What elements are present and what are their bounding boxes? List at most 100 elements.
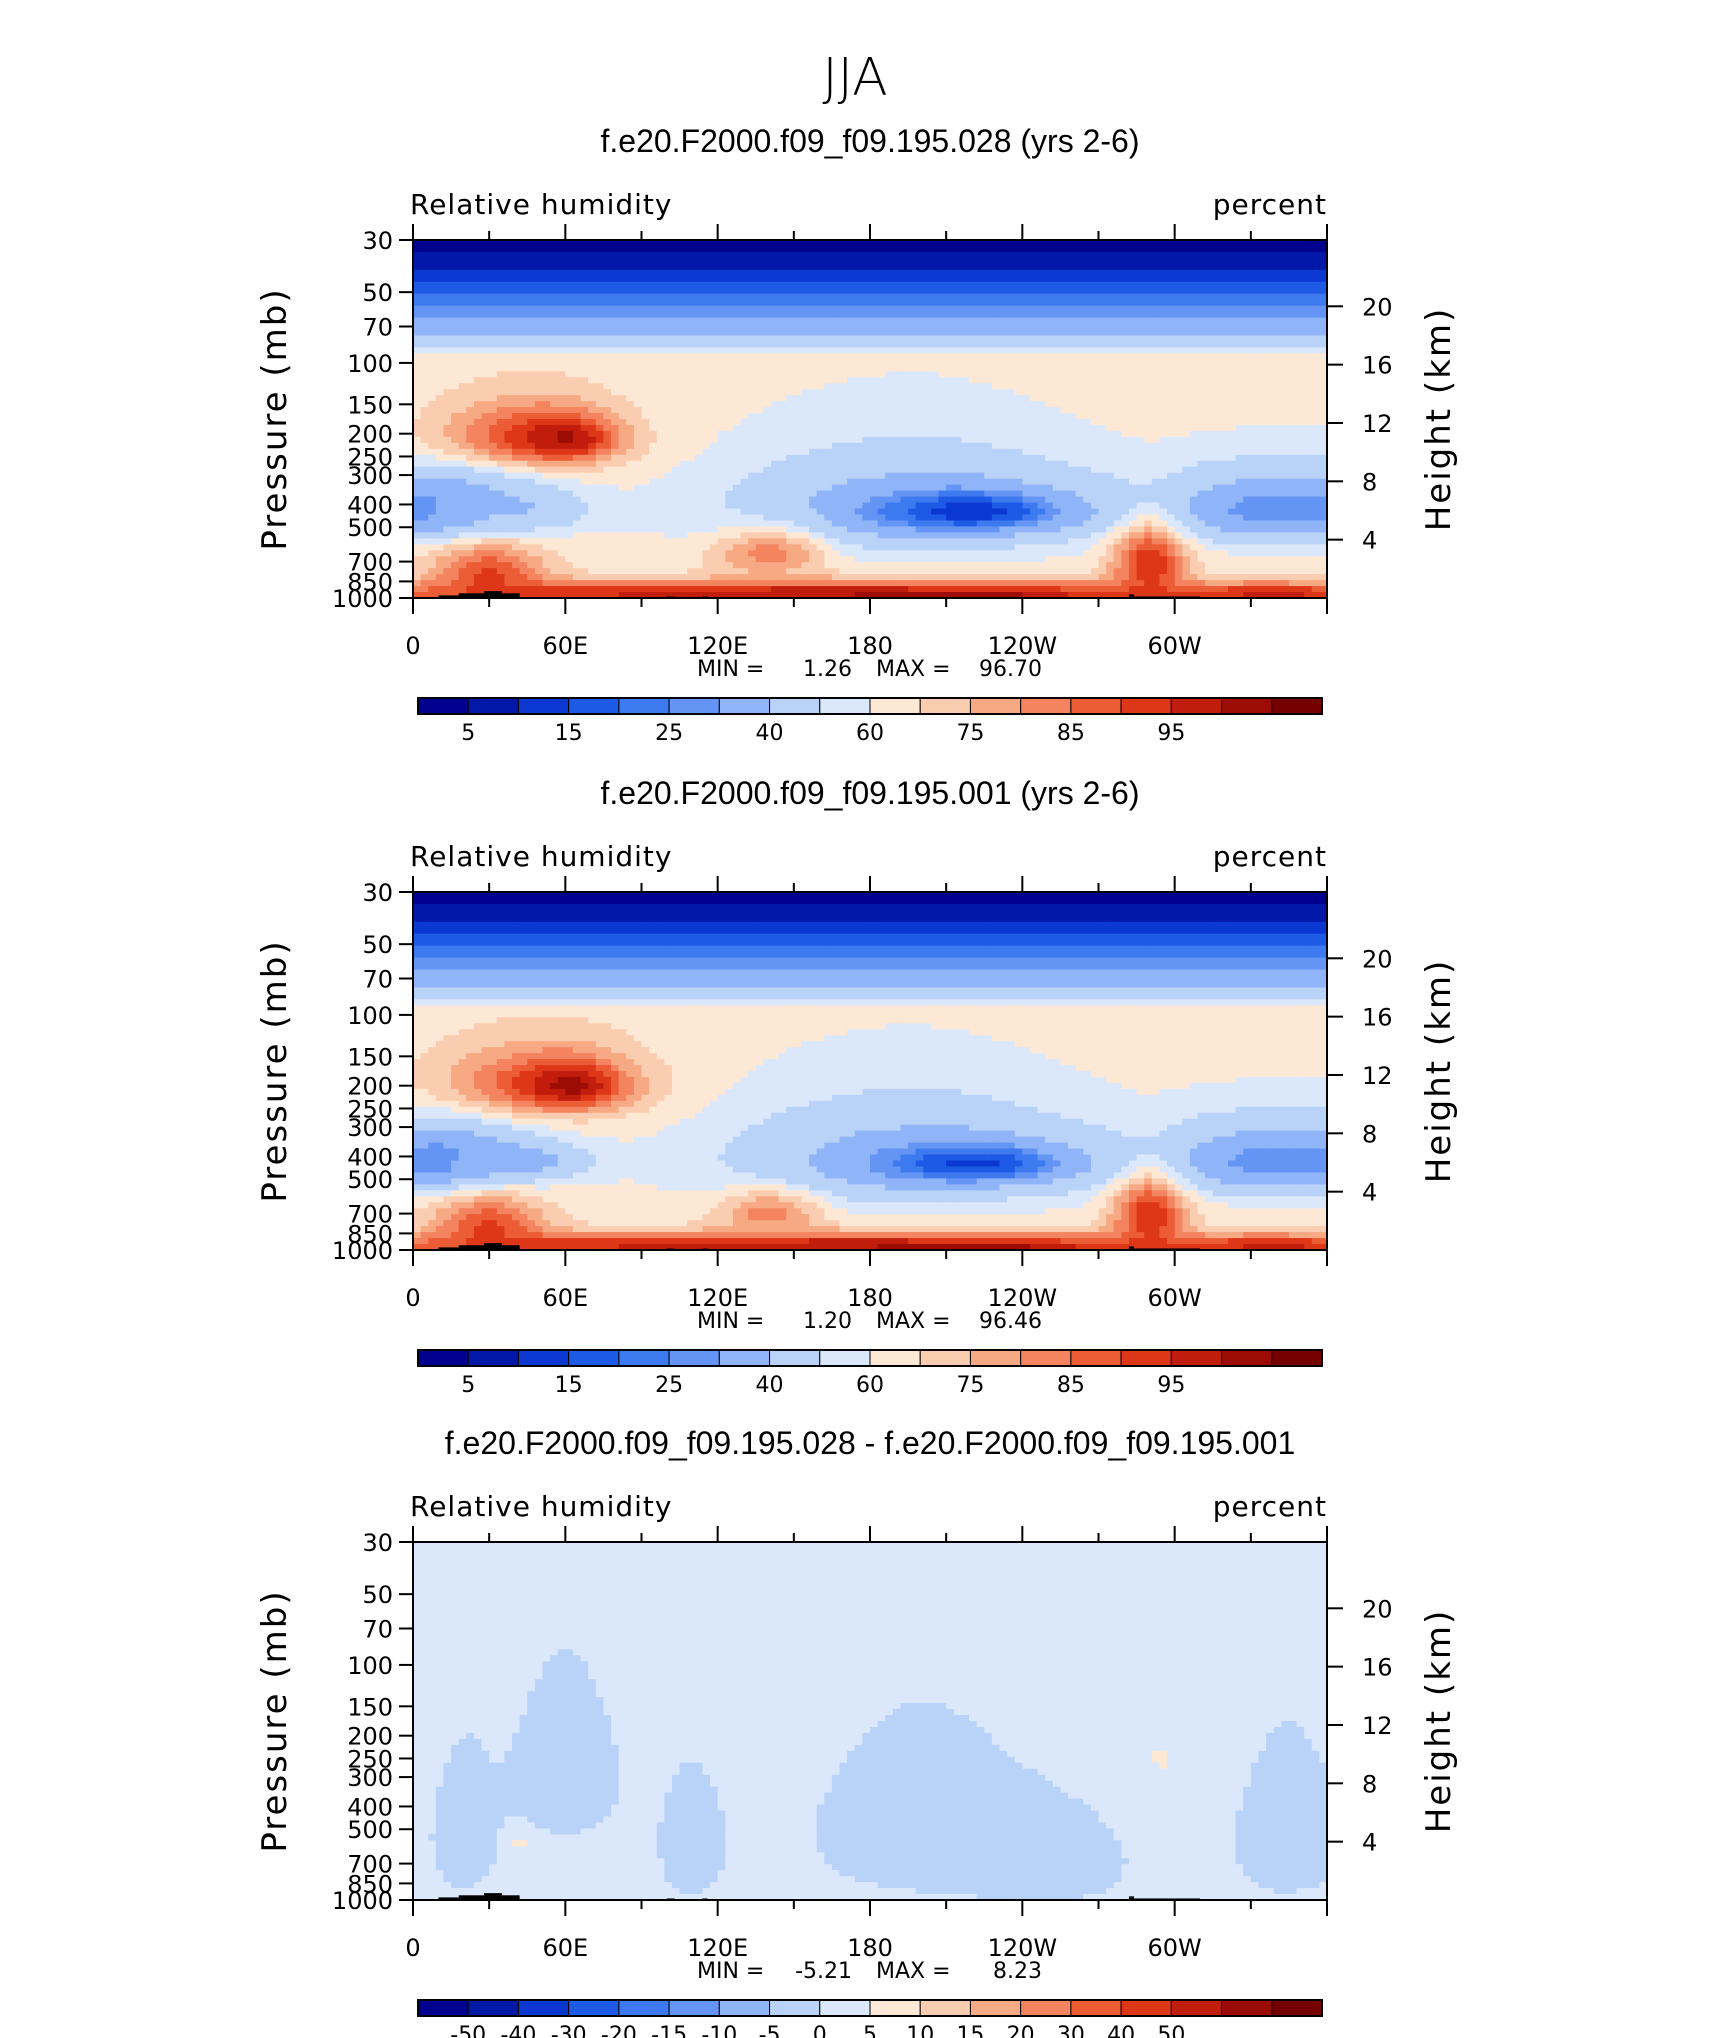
field-cell xyxy=(1250,311,1260,319)
field-cell xyxy=(542,323,551,331)
field-cell xyxy=(824,329,833,337)
field-cell xyxy=(1296,377,1305,384)
field-cell xyxy=(1144,419,1153,426)
field-cell xyxy=(969,424,978,432)
field-cell xyxy=(961,257,970,265)
field-cell xyxy=(534,245,544,253)
field-cell xyxy=(504,460,513,468)
field-cell xyxy=(976,335,985,343)
field-cell xyxy=(1014,245,1023,253)
field-cell xyxy=(953,317,962,325)
field-cell xyxy=(1311,401,1320,408)
field-cell xyxy=(809,263,818,271)
field-cell xyxy=(451,311,460,319)
field-cell xyxy=(611,436,620,444)
field-cell xyxy=(473,281,483,289)
field-cell xyxy=(892,484,902,492)
field-cell xyxy=(1144,424,1153,432)
field-cell xyxy=(1235,335,1244,343)
field-cell xyxy=(420,311,429,319)
field-cell xyxy=(1319,401,1328,408)
field-cell xyxy=(1281,353,1290,360)
field-cell xyxy=(961,401,970,408)
field-cell xyxy=(976,287,985,295)
field-cell xyxy=(588,359,597,366)
field-cell xyxy=(1113,401,1122,408)
field-cell xyxy=(451,484,460,492)
field-cell xyxy=(786,395,795,402)
field-cell xyxy=(1106,263,1115,271)
field-cell xyxy=(595,413,605,420)
field-cell xyxy=(1075,311,1084,319)
field-cell xyxy=(481,341,490,348)
field-cell xyxy=(1258,413,1267,420)
field-cell xyxy=(1281,377,1290,384)
field-cell xyxy=(847,395,856,402)
field-cell xyxy=(923,407,932,414)
field-cell xyxy=(550,419,559,426)
field-cell xyxy=(443,377,452,384)
field-cell xyxy=(831,460,841,468)
field-cell xyxy=(725,335,734,343)
field-cell xyxy=(1052,293,1062,301)
field-cell xyxy=(1060,347,1069,354)
field-cell xyxy=(976,413,985,420)
field-cell xyxy=(740,442,749,450)
field-cell xyxy=(1159,448,1168,456)
field-cell xyxy=(664,365,673,372)
field-cell xyxy=(618,484,627,492)
field-cell xyxy=(1182,424,1191,432)
field-cell xyxy=(1235,460,1244,468)
field-cell xyxy=(870,281,879,289)
field-cell xyxy=(976,419,985,426)
field-cell xyxy=(778,407,787,414)
field-cell xyxy=(885,442,894,450)
field-cell xyxy=(809,317,818,325)
field-cell xyxy=(702,442,711,450)
field-cell xyxy=(801,305,810,313)
field-cell xyxy=(1052,263,1062,271)
field-cell xyxy=(641,281,650,289)
field-cell xyxy=(557,383,566,390)
field-cell xyxy=(458,287,467,295)
field-cell xyxy=(550,281,559,289)
field-cell xyxy=(969,472,978,480)
field-cell xyxy=(793,460,803,468)
field-cell xyxy=(732,484,742,492)
field-cell xyxy=(1288,353,1298,360)
field-cell xyxy=(542,305,551,313)
field-cell xyxy=(725,347,734,354)
field-cell xyxy=(1068,430,1077,438)
field-cell xyxy=(542,389,551,396)
field-cell xyxy=(801,317,810,325)
field-cell xyxy=(473,389,483,396)
field-cell xyxy=(1159,281,1168,289)
field-cell xyxy=(649,419,658,426)
field-cell xyxy=(1098,275,1107,283)
field-cell xyxy=(862,245,871,253)
field-cell xyxy=(1174,263,1183,271)
field-cell xyxy=(466,413,475,420)
field-cell xyxy=(763,424,772,432)
field-cell xyxy=(481,389,490,396)
field-cell xyxy=(953,436,962,444)
field-cell xyxy=(854,240,863,247)
field-cell xyxy=(649,251,658,259)
field-cell xyxy=(1296,401,1305,408)
field-cell xyxy=(1273,407,1282,414)
field-cell xyxy=(1045,245,1054,253)
field-cell xyxy=(1296,419,1305,426)
field-cell xyxy=(1311,478,1320,486)
field-cell xyxy=(1250,335,1260,343)
field-cell xyxy=(496,466,505,474)
field-cell xyxy=(1029,478,1039,486)
field-cell xyxy=(489,287,498,295)
field-cell xyxy=(938,293,947,301)
field-cell xyxy=(1235,419,1244,426)
field-cell xyxy=(908,478,917,486)
field-cell xyxy=(900,454,909,462)
field-cell xyxy=(1319,442,1328,450)
field-cell xyxy=(885,287,894,295)
field-cell xyxy=(1174,287,1183,295)
field-cell xyxy=(1022,395,1031,402)
